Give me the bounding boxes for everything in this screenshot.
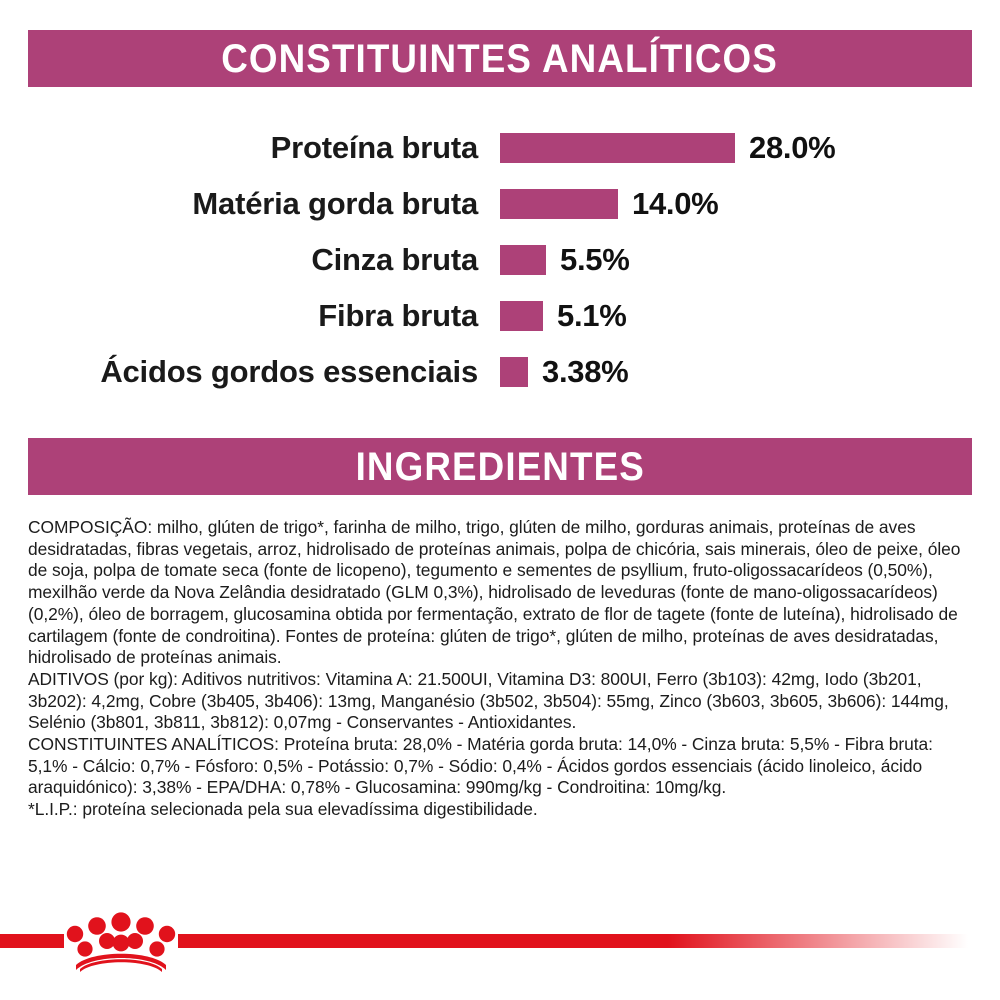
footer-brand-band <box>0 900 1000 1000</box>
chart-row-bar-zone: 5.5% <box>478 242 1000 278</box>
chart-row-bar-zone: 14.0% <box>478 186 1000 222</box>
chart-row-label: Proteína bruta <box>270 130 479 165</box>
chart-bar <box>500 245 546 275</box>
chart-row-label: Matéria gorda bruta <box>192 186 478 221</box>
chart-row-label: Fibra bruta <box>318 298 478 333</box>
ingredients-title: INGREDIENTES <box>355 444 645 489</box>
analytical-constituents-title: CONSTITUINTES ANALÍTICOS <box>221 36 779 81</box>
ingredients-banner: INGREDIENTES <box>28 438 972 495</box>
ingredients-paragraph-additives: ADITIVOS (por kg): Aditivos nutritivos: … <box>28 668 949 733</box>
chart-row-bar-zone: 3.38% <box>478 354 1000 390</box>
chart-row: Ácidos gordos essenciais 3.38% <box>0 344 1000 400</box>
ingredients-paragraph-composition: COMPOSIÇÃO: milho, glúten de trigo*, far… <box>28 517 961 668</box>
chart-bar <box>500 301 543 331</box>
chart-row-label: Ácidos gordos essenciais <box>100 354 478 389</box>
footer-rule-left <box>0 934 64 948</box>
royal-canin-crown-icon <box>66 912 176 972</box>
chart-bar <box>500 189 618 219</box>
chart-row-bar-zone: 5.1% <box>478 298 1000 334</box>
chart-row: Fibra bruta 5.1% <box>0 288 1000 344</box>
ingredients-paragraph-lip-footnote: *L.I.P.: proteína selecionada pela sua e… <box>28 799 538 820</box>
chart-bar <box>500 357 528 387</box>
analytical-constituents-chart: Proteína bruta 28.0% Matéria gorda bruta… <box>0 120 1000 400</box>
analytical-constituents-banner: CONSTITUINTES ANALÍTICOS <box>28 30 972 87</box>
chart-row: Proteína bruta 28.0% <box>0 120 1000 176</box>
chart-bar-value: 28.0% <box>749 130 836 165</box>
chart-bar <box>500 133 735 163</box>
chart-bar-value: 5.1% <box>557 298 627 333</box>
chart-row-bar-zone: 28.0% <box>478 130 1000 166</box>
chart-bar-value: 3.38% <box>542 354 629 389</box>
ingredients-text-block: COMPOSIÇÃO: milho, glúten de trigo*, far… <box>28 517 974 821</box>
chart-row-label: Cinza bruta <box>311 242 478 277</box>
chart-row: Cinza bruta 5.5% <box>0 232 1000 288</box>
footer-rule-right <box>178 934 968 948</box>
chart-bar-value: 14.0% <box>632 186 719 221</box>
ingredients-paragraph-analytical: CONSTITUINTES ANALÍTICOS: Proteína bruta… <box>28 734 933 798</box>
chart-bar-value: 5.5% <box>560 242 630 277</box>
chart-row: Matéria gorda bruta 14.0% <box>0 176 1000 232</box>
